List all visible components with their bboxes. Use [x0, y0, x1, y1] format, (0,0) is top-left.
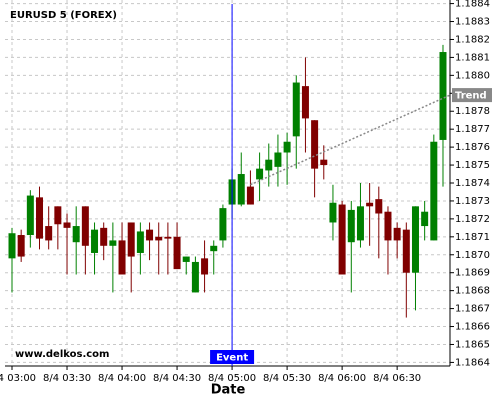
y-tick-label: 1.1878 — [455, 106, 490, 117]
candle-body — [155, 236, 163, 241]
x-tick-label: 8/4 05:30 — [263, 373, 311, 384]
candle-body — [81, 206, 89, 246]
candle-body — [311, 120, 319, 169]
x-tick-label: 8/4 03:00 — [0, 373, 36, 384]
candle-body — [283, 141, 291, 153]
trend-line — [250, 94, 451, 186]
candle-body — [45, 226, 53, 241]
candle-body — [36, 197, 44, 239]
candle-body — [402, 229, 410, 273]
candle-body — [173, 236, 181, 270]
candle-body — [237, 174, 245, 205]
candle-body — [347, 209, 355, 243]
y-tick-label: 1.1866 — [455, 322, 490, 333]
candle-body — [301, 86, 309, 119]
candle-body — [8, 233, 16, 259]
y-tick-label: 1.1877 — [455, 124, 490, 135]
y-tick-label: 1.1884 — [455, 0, 490, 10]
marks — [8, 44, 447, 318]
y-tick-label: 1.1867 — [455, 304, 490, 315]
watermark: www.delkos.com — [15, 349, 109, 360]
candle-body — [329, 202, 337, 223]
candle-body — [54, 206, 62, 225]
y-tick-label: 1.1874 — [455, 178, 490, 189]
candle-body — [292, 82, 300, 137]
candle-body — [164, 236, 172, 239]
candle-body — [411, 206, 419, 273]
y-tick-label: 1.1865 — [455, 339, 490, 350]
y-tick-label: 1.1873 — [455, 196, 490, 207]
y-tick-label: 1.1883 — [455, 17, 490, 28]
y-tick-label: 1.1868 — [455, 286, 490, 297]
y-tick-label: 1.1870 — [455, 250, 490, 261]
candle-body — [63, 222, 71, 228]
candle-body — [191, 261, 199, 293]
candle-body — [136, 231, 144, 253]
y-tick-label: 1.1875 — [455, 160, 490, 171]
candle-body — [338, 204, 346, 275]
y-tick-label: 1.1881 — [455, 52, 490, 63]
candle-body — [109, 240, 117, 246]
candle-body — [430, 141, 438, 241]
trend-label: Trend — [455, 91, 487, 102]
event-label: Event — [216, 353, 248, 364]
candle-body — [265, 159, 273, 171]
chart-title: EURUSD 5 (FOREX) — [10, 10, 117, 21]
candle-body — [219, 208, 227, 241]
y-tick-label: 1.1880 — [455, 70, 490, 81]
y-tick-label: 1.1869 — [455, 268, 490, 279]
candle-body — [366, 202, 374, 207]
candle-body — [17, 235, 25, 257]
candle-body — [274, 152, 282, 167]
candle-body — [356, 206, 364, 241]
x-axis-label: Date — [211, 383, 246, 398]
candle-body — [210, 245, 218, 252]
candle-body — [439, 52, 447, 140]
trend-label-box — [452, 88, 492, 103]
x-tick-label: 8/4 05:00 — [208, 373, 256, 384]
candle-body — [91, 229, 99, 253]
y-tick-label: 1.1864 — [455, 357, 490, 368]
candle-body — [72, 226, 80, 243]
x-tick-label: 8/4 06:00 — [318, 373, 366, 384]
candle-body — [118, 240, 126, 275]
candle-body — [393, 227, 401, 241]
event-label-box — [210, 350, 255, 364]
candle-body — [201, 258, 209, 275]
candle-body — [256, 168, 264, 180]
x-tick-label: 8/4 03:30 — [43, 373, 91, 384]
y-tick-label: 1.1872 — [455, 214, 490, 225]
candle-body — [320, 159, 328, 166]
y-tick-label: 1.1871 — [455, 232, 490, 243]
candle-body — [26, 195, 34, 236]
candle-body — [127, 222, 135, 257]
y-tick-label: 1.1876 — [455, 142, 490, 153]
y-tick-label: 1.1882 — [455, 34, 490, 45]
candle-body — [146, 229, 154, 241]
candle-body — [375, 199, 383, 214]
grid — [5, 0, 450, 366]
x-tick-label: 8/4 04:30 — [153, 373, 201, 384]
candle-body — [100, 227, 108, 246]
candle-body — [246, 186, 254, 205]
candle-body — [384, 211, 392, 241]
x-tick-label: 8/4 04:00 — [98, 373, 146, 384]
x-tick-label: 8/4 06:30 — [373, 373, 421, 384]
candle-body — [182, 256, 190, 262]
candle-body — [421, 211, 429, 227]
